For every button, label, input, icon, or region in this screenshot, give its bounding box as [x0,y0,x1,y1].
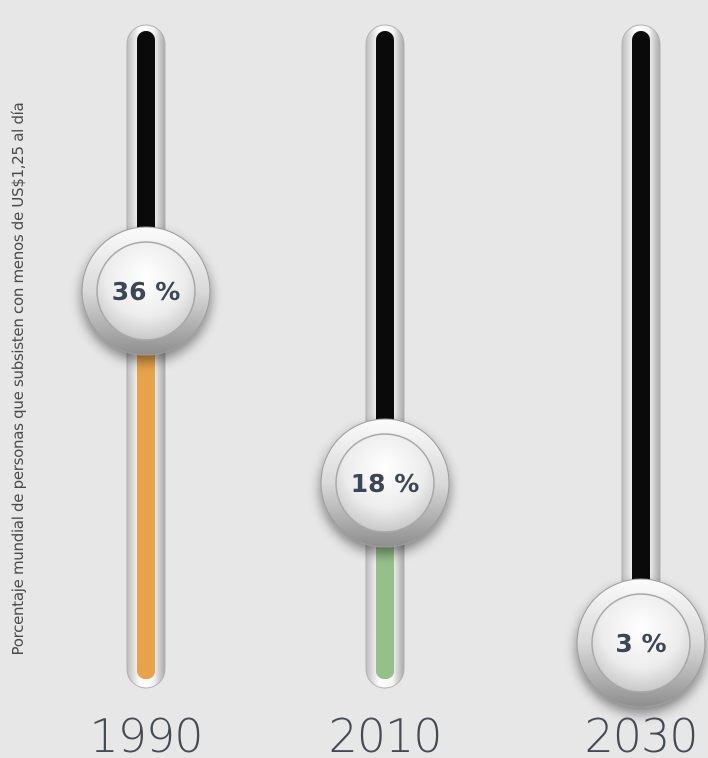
bar-1990 [137,291,155,679]
slider-knob-1990 [81,226,211,356]
data-label-1990: 36 % [112,277,181,306]
data-label-2010: 18 % [351,469,420,498]
x-tick-label-2030: 2030 [584,709,697,758]
slider-knob-2030 [576,578,706,708]
slider-knob-2010 [320,418,450,548]
x-tick-label-2010: 2010 [328,709,441,758]
slider-channel-2030 [632,31,650,679]
data-label-2030: 3 % [615,629,666,658]
x-tick-label-1990: 1990 [89,709,202,758]
